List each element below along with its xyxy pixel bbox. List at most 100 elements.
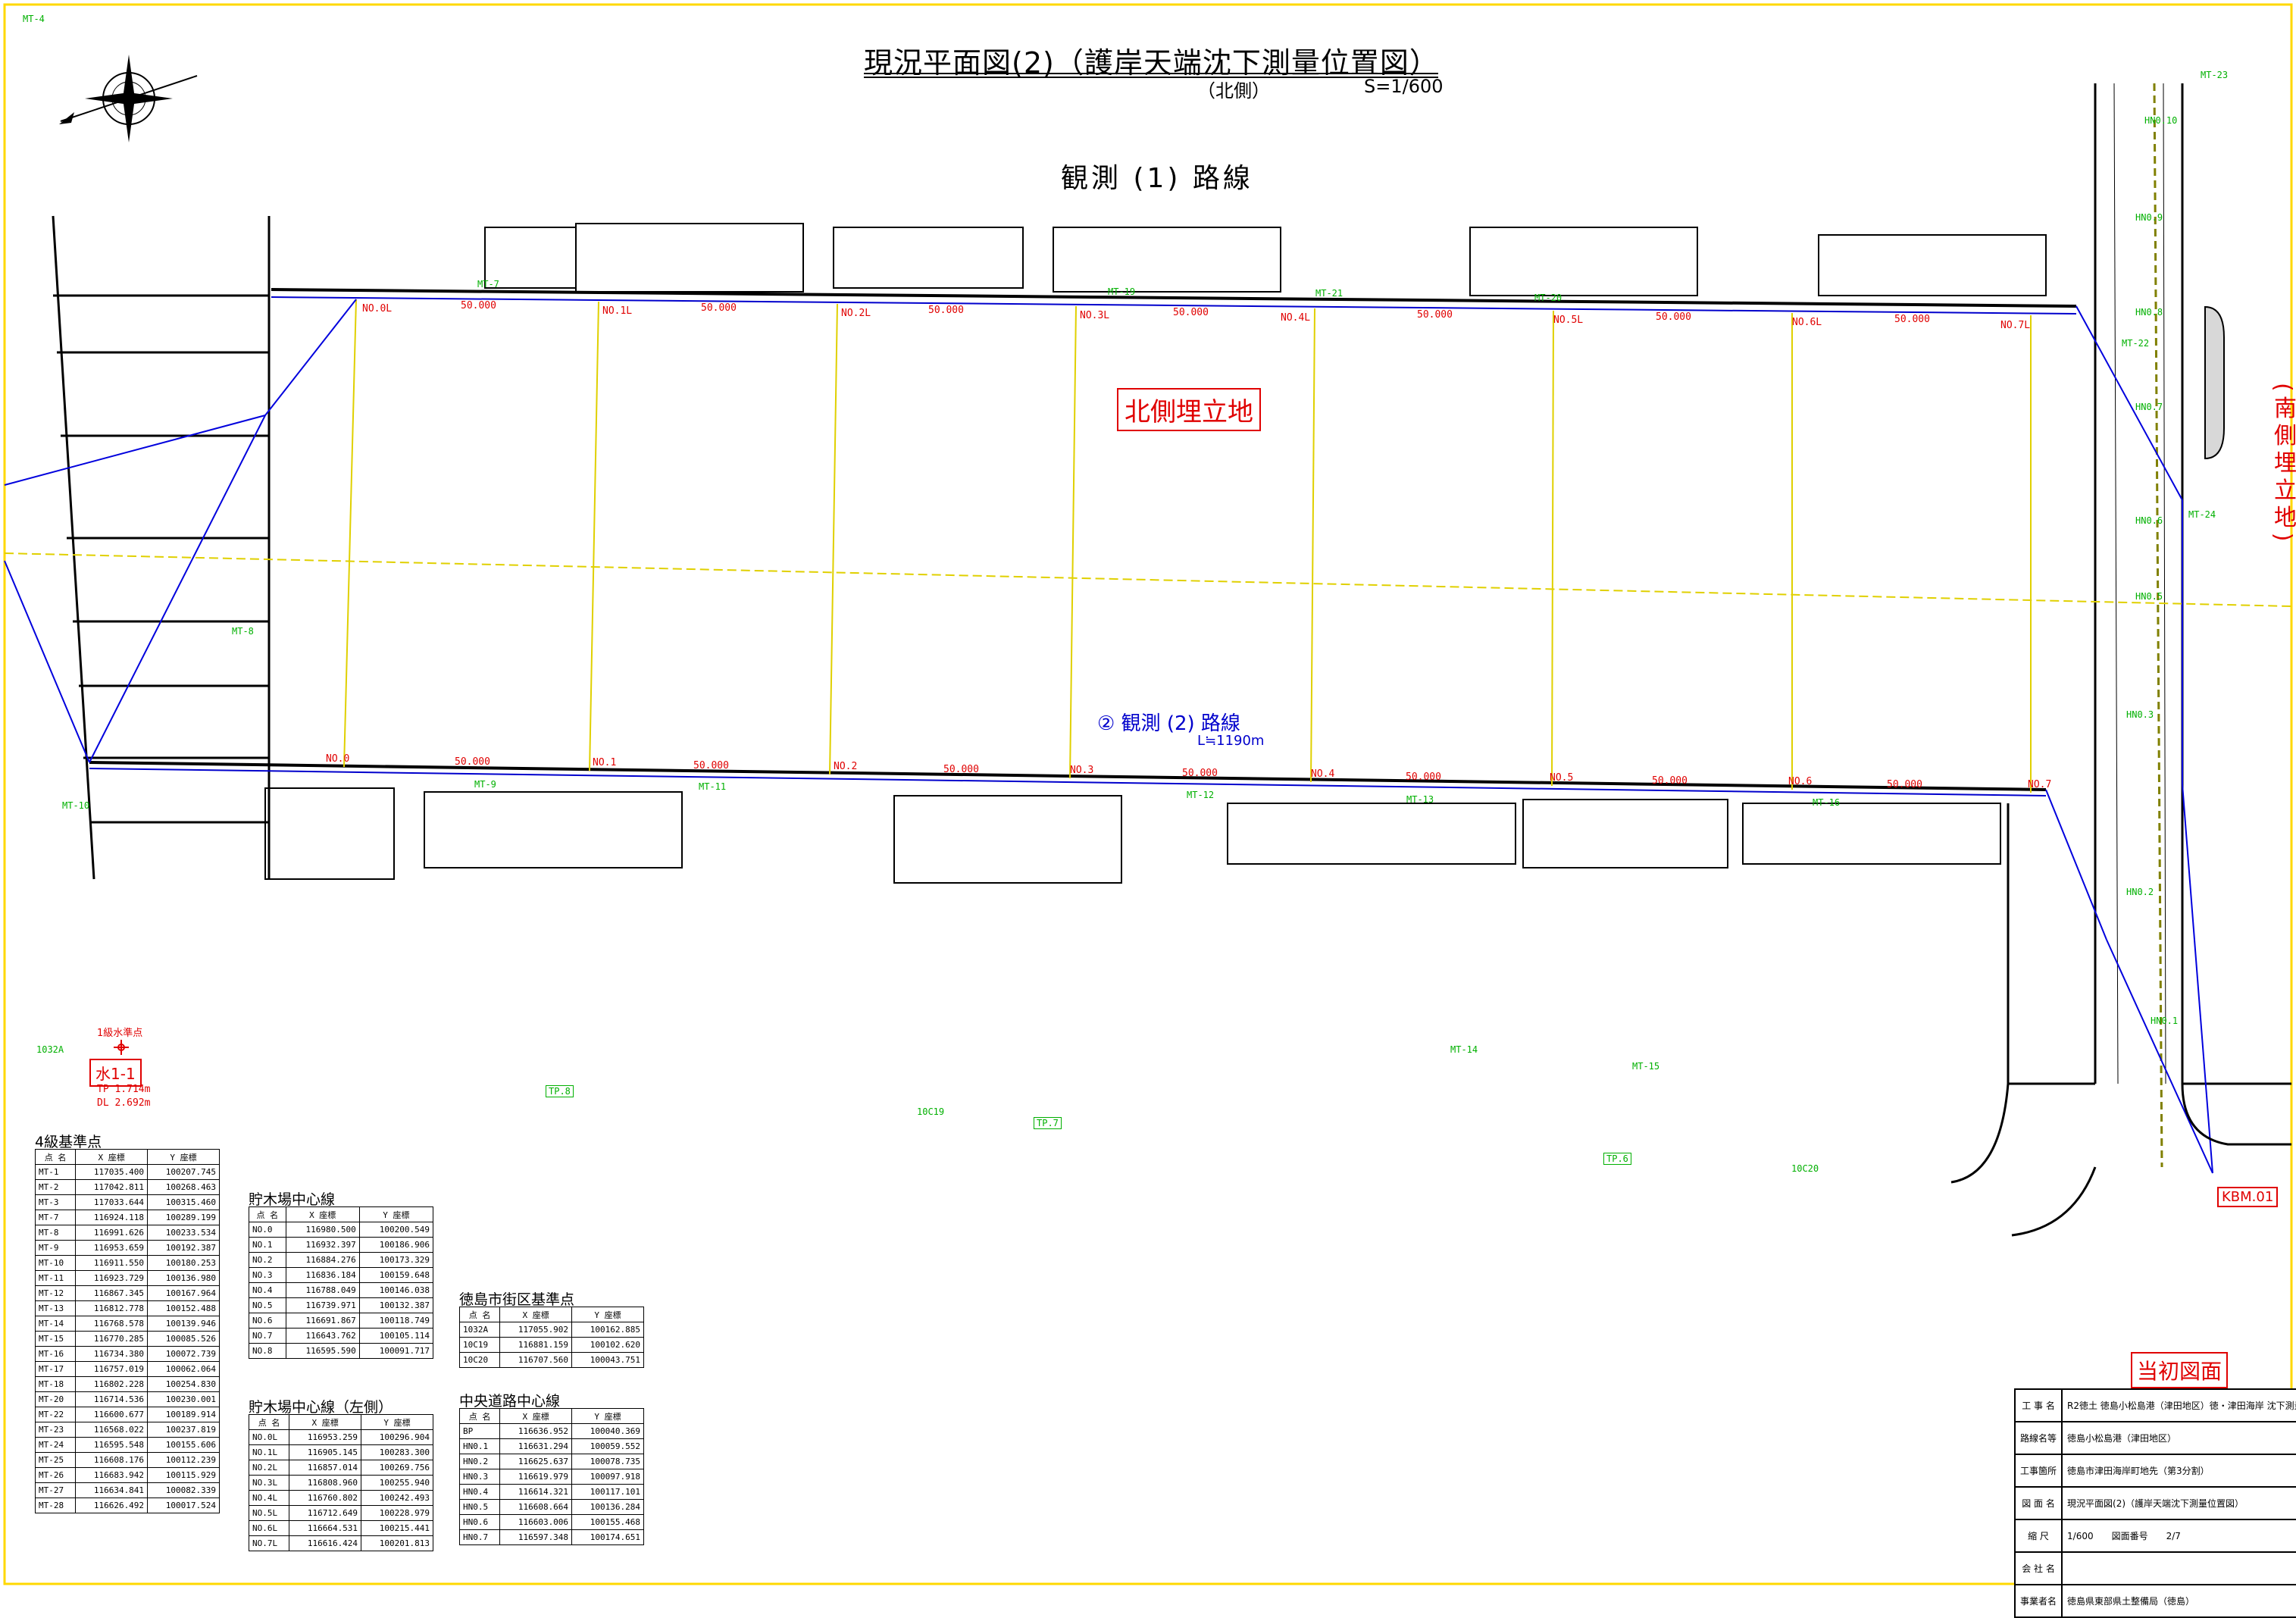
x-coord-cell: 116614.321 — [499, 1484, 573, 1500]
drawing-subtitle: （北側） — [1197, 80, 1270, 102]
table-row: MT-8 116991.626 100233.534 — [34, 1225, 220, 1241]
y-coord-cell: 100167.964 — [147, 1285, 220, 1301]
table-4kyu: 点 名 X 座標 Y 座標 MT-1 117035.400 100207.745 MT… — [34, 1149, 220, 1513]
interval-label: 50.000 — [1173, 307, 1209, 318]
point-name-cell: MT-11 — [34, 1270, 77, 1286]
original-drawing-stamp: 当初図面 — [2131, 1352, 2229, 1388]
point-name-cell: 10C19 — [458, 1337, 501, 1353]
point-name-cell: MT-7 — [34, 1210, 77, 1225]
marker-label: MT-24 — [2188, 509, 2216, 520]
x-coord-cell: 116836.184 — [285, 1267, 360, 1283]
y-coord-cell: 100233.534 — [147, 1225, 220, 1241]
station-lines — [4, 299, 2292, 793]
y-coord-cell: 100283.300 — [361, 1444, 433, 1460]
col-header: 点 名 — [248, 1414, 290, 1430]
point-name-cell: NO.5L — [248, 1505, 290, 1521]
x-coord-cell: 116857.014 — [289, 1460, 362, 1476]
point-name-cell: NO.1 — [249, 1237, 286, 1253]
y-coord-cell: 100186.906 — [358, 1237, 434, 1253]
marker-label: HN0.3 — [2126, 709, 2154, 720]
title-block-row: 路線名等 徳島小松島港（津田地区） — [2013, 1421, 2296, 1455]
marker-label: MT-7 — [477, 279, 499, 289]
interval-label: 50.000 — [1652, 775, 1688, 787]
x-coord-cell: 116619.979 — [499, 1469, 573, 1485]
x-coord-cell: 116911.550 — [75, 1255, 149, 1271]
point-name-cell: NO.6 — [249, 1313, 286, 1329]
x-coord-cell: 116923.729 — [75, 1270, 149, 1286]
point-name-cell: MT-20 — [34, 1391, 77, 1407]
point-name-cell: MT-22 — [34, 1407, 77, 1422]
y-coord-cell: 100189.914 — [147, 1407, 220, 1422]
lower-station: NO.7 — [2028, 779, 2052, 790]
marker-label: MT-23 — [2201, 70, 2229, 80]
x-coord-cell: 116616.424 — [289, 1535, 362, 1551]
table-row: NO.1 116932.397 100186.906 — [249, 1237, 434, 1253]
x-coord-cell: 116739.971 — [285, 1297, 360, 1313]
y-coord-cell: 100255.940 — [361, 1475, 433, 1491]
table-row: 10C20 116707.560 100043.751 — [458, 1352, 644, 1368]
y-coord-cell: 100097.918 — [571, 1469, 644, 1485]
y-coord-cell: 100162.885 — [571, 1322, 644, 1338]
x-coord-cell: 117033.644 — [75, 1194, 149, 1210]
x-coord-cell: 116595.548 — [75, 1437, 149, 1453]
point-name-cell: HN0.4 — [458, 1484, 501, 1500]
table-row: MT-26 116683.942 100115.929 — [34, 1467, 220, 1483]
table-row: HN0.7 116597.348 100174.651 — [458, 1529, 644, 1545]
title-block-row: 縮 尺 1/600 図面番号 2/7 — [2013, 1519, 2296, 1553]
y-coord-cell: 100296.904 — [361, 1429, 433, 1445]
x-coord-cell: 116691.867 — [285, 1313, 360, 1329]
point-name-cell: MT-13 — [34, 1300, 77, 1316]
table-row: HN0.3 116619.979 100097.918 — [458, 1469, 644, 1485]
x-coord-cell: 116768.578 — [75, 1316, 149, 1332]
table-row: NO.6 116691.867 100118.749 — [249, 1313, 434, 1329]
table-row: MT-14 116768.578 100139.946 — [34, 1316, 220, 1332]
y-coord-cell: 100155.468 — [571, 1514, 644, 1530]
point-name-cell: MT-12 — [34, 1285, 77, 1301]
interval-label: 50.000 — [1406, 771, 1441, 783]
interval-label: 50.000 — [1656, 311, 1691, 323]
y-coord-cell: 100215.441 — [361, 1520, 433, 1536]
point-name-cell: NO.0 — [249, 1222, 286, 1238]
table-row: NO.3 116836.184 100159.648 — [249, 1267, 434, 1283]
col-header: X 座標 — [499, 1307, 573, 1322]
drawing-title: 現況平面図(2)（護岸天端沈下測量位置図） — [864, 46, 1439, 80]
title-block-key: 図 面 名 — [2013, 1486, 2063, 1520]
title-underline — [864, 73, 1438, 74]
upper-seawall — [271, 288, 2077, 315]
table-row: NO.7 116643.762 100105.114 — [249, 1328, 434, 1344]
marker-label: HN0.5 — [2135, 591, 2163, 602]
x-coord-cell: 116608.664 — [499, 1499, 573, 1515]
x-coord-cell: 116600.677 — [75, 1407, 149, 1422]
y-coord-cell: 100078.735 — [571, 1454, 644, 1469]
sheet-border — [3, 3, 2293, 1585]
marker-label: MT-12 — [1187, 790, 1215, 800]
col-header: Y 座標 — [571, 1408, 644, 1424]
x-coord-cell: 116664.531 — [289, 1520, 362, 1536]
title-block-key: 会 社 名 — [2013, 1551, 2063, 1585]
x-coord-cell: 117042.811 — [75, 1179, 149, 1195]
y-coord-cell: 100155.606 — [147, 1437, 220, 1453]
marker-label: 10C19 — [917, 1106, 945, 1117]
x-coord-cell: 116980.500 — [285, 1222, 360, 1238]
table-row: HN0.1 116631.294 100059.552 — [458, 1438, 644, 1454]
table-row: MT-22 116600.677 100189.914 — [34, 1407, 220, 1422]
marker-label: HN0.9 — [2135, 212, 2163, 223]
upper-station: NO.3L — [1080, 310, 1110, 321]
y-coord-cell: 100017.524 — [147, 1498, 220, 1513]
col-header: Y 座標 — [361, 1414, 433, 1430]
marker-label: HN0.8 — [2135, 307, 2163, 318]
benchmark-name: 水1-1 — [89, 1059, 142, 1087]
y-coord-cell: 100059.552 — [571, 1438, 644, 1454]
point-name-cell: MT-1 — [34, 1164, 77, 1180]
x-coord-cell: 116770.285 — [75, 1331, 149, 1347]
table-row: HN0.5 116608.664 100136.284 — [458, 1499, 644, 1515]
lower-station: NO.4 — [1311, 768, 1335, 780]
interval-label: 50.000 — [461, 300, 496, 311]
upper-station: NO.6L — [1792, 317, 1822, 328]
lower-seawall — [89, 761, 2047, 796]
benchmark-tp: TP 1.714m — [97, 1084, 151, 1095]
y-coord-cell: 100091.717 — [358, 1343, 434, 1359]
table-row: MT-28 116626.492 100017.524 — [34, 1498, 220, 1513]
col-header: Y 座標 — [571, 1307, 644, 1322]
